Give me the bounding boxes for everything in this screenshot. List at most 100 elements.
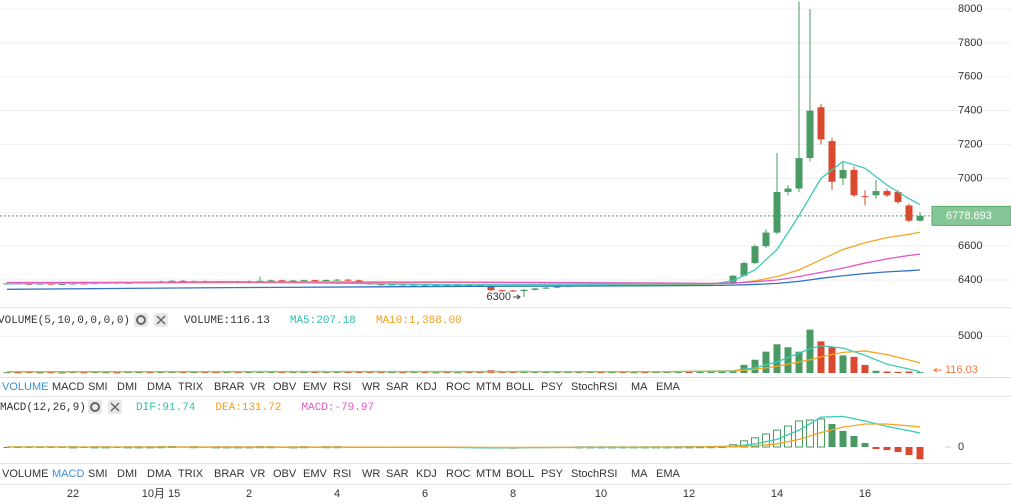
readout: DIF:91.74	[136, 402, 196, 414]
candle-body	[509, 290, 517, 292]
candle-body	[344, 279, 352, 281]
readout: MACD:-79.97	[301, 402, 374, 414]
bar	[630, 372, 638, 374]
readout: DEA:131.72	[215, 402, 281, 414]
indicator-tab[interactable]: SMI	[88, 468, 108, 480]
bar	[564, 371, 572, 373]
indicator-tab[interactable]: MTM	[476, 381, 501, 393]
indicator-tab[interactable]: RSI	[333, 468, 351, 480]
indicator-tab[interactable]: KDJ	[416, 381, 437, 393]
bar	[828, 347, 836, 373]
indicator-tab[interactable]: WR	[362, 381, 380, 393]
candle-body	[432, 284, 440, 286]
indicator-tab[interactable]: BRAR	[214, 381, 245, 393]
indicator-tab[interactable]: PSY	[541, 381, 564, 393]
bar	[883, 446, 891, 451]
y-tick-label: 6400	[958, 274, 982, 286]
indicator-tab[interactable]: EMA	[656, 381, 681, 393]
bar	[883, 371, 891, 373]
macd-settings-icon[interactable]	[88, 400, 102, 414]
indicator-tab[interactable]: MA	[631, 381, 648, 393]
indicator-tab[interactable]: ROC	[446, 468, 471, 480]
bar	[619, 372, 627, 374]
indicator-tab[interactable]: VOLUME	[2, 381, 48, 393]
indicator-tab[interactable]: VR	[250, 381, 265, 393]
candle-body	[80, 283, 88, 285]
indicator-tab[interactable]: EMV	[303, 468, 328, 480]
candle-body	[377, 284, 385, 286]
indicator-tab[interactable]: DMA	[147, 468, 172, 480]
bar	[201, 371, 209, 373]
y-tick-label: 7600	[958, 71, 982, 83]
x-tick-label: 10月 15	[142, 488, 181, 500]
indicator-tab[interactable]: ROC	[446, 381, 471, 393]
bar	[696, 371, 704, 373]
last-price-box	[931, 205, 1011, 226]
candle-body	[47, 283, 55, 285]
macd-close-icon[interactable]	[108, 400, 122, 414]
indicator-tab[interactable]: WR	[362, 468, 380, 480]
indicator-tab[interactable]: SMI	[88, 381, 108, 393]
bar	[454, 372, 462, 374]
indicator-tab[interactable]: TRIX	[178, 468, 204, 480]
indicator-tab[interactable]: PSY	[541, 468, 564, 480]
bar	[828, 424, 836, 447]
indicator-tab[interactable]: StochRSI	[571, 468, 617, 480]
bar	[388, 372, 396, 374]
bar	[916, 372, 924, 374]
indicator-tab[interactable]: SAR	[386, 468, 409, 480]
y-tick-label: 7800	[958, 37, 982, 49]
candle-body	[762, 232, 770, 247]
indicator-tab[interactable]: DMI	[117, 468, 137, 480]
bar	[91, 371, 99, 373]
indicator-tab[interactable]: KDJ	[416, 468, 437, 480]
x-tick-label: 22	[67, 488, 79, 500]
y-tick-label: 6600	[958, 240, 982, 252]
x-tick-label: 2	[246, 488, 252, 500]
x-tick-label: 12	[683, 488, 695, 500]
indicator-tab[interactable]: RSI	[333, 381, 351, 393]
bar	[597, 372, 605, 374]
indicator-tab[interactable]: BRAR	[214, 468, 245, 480]
bar	[432, 372, 440, 374]
indicator-line	[6, 253, 921, 285]
candle-body	[278, 280, 286, 282]
bar	[751, 437, 759, 448]
indicator-tab[interactable]: DMI	[117, 381, 137, 393]
indicator-tab[interactable]: OBV	[273, 468, 297, 480]
bar	[905, 371, 913, 373]
indicator-tab[interactable]: EMA	[656, 468, 681, 480]
indicator-tab[interactable]: MACD	[52, 468, 84, 480]
bar	[894, 371, 902, 373]
candle-body	[520, 289, 528, 292]
indicator-tab[interactable]: SAR	[386, 381, 409, 393]
indicator-tab[interactable]: OBV	[273, 381, 297, 393]
bar	[47, 372, 55, 374]
indicator-tab[interactable]: MA	[631, 468, 648, 480]
indicator-tab[interactable]: MTM	[476, 468, 501, 480]
indicator-tab[interactable]: EMV	[303, 381, 328, 393]
volume-close-icon[interactable]	[154, 313, 168, 327]
indicator-tab[interactable]: DMA	[147, 381, 172, 393]
indicator-tab[interactable]: VOLUME	[2, 468, 48, 480]
indicator-tab[interactable]: TRIX	[178, 381, 204, 393]
bar	[806, 419, 814, 448]
volume-settings-icon[interactable]	[134, 313, 148, 327]
indicator-tab[interactable]: VR	[250, 468, 265, 480]
indicator-tab[interactable]: StochRSI	[571, 381, 617, 393]
bar	[278, 371, 286, 373]
candle-body	[333, 279, 341, 281]
indicator-tab[interactable]: MACD	[52, 381, 84, 393]
bar	[421, 372, 429, 374]
bar	[806, 329, 814, 373]
bar	[234, 372, 242, 374]
candle-body	[58, 283, 66, 285]
readout: MA10:1,388.00	[376, 315, 462, 327]
indicator-tab[interactable]: BOLL	[506, 381, 534, 393]
macd-title: MACD(12,26,9)	[0, 402, 86, 414]
bar	[839, 430, 847, 447]
indicator-tab[interactable]: BOLL	[506, 468, 534, 480]
bar	[300, 371, 308, 373]
last-label-arrow	[933, 367, 942, 373]
